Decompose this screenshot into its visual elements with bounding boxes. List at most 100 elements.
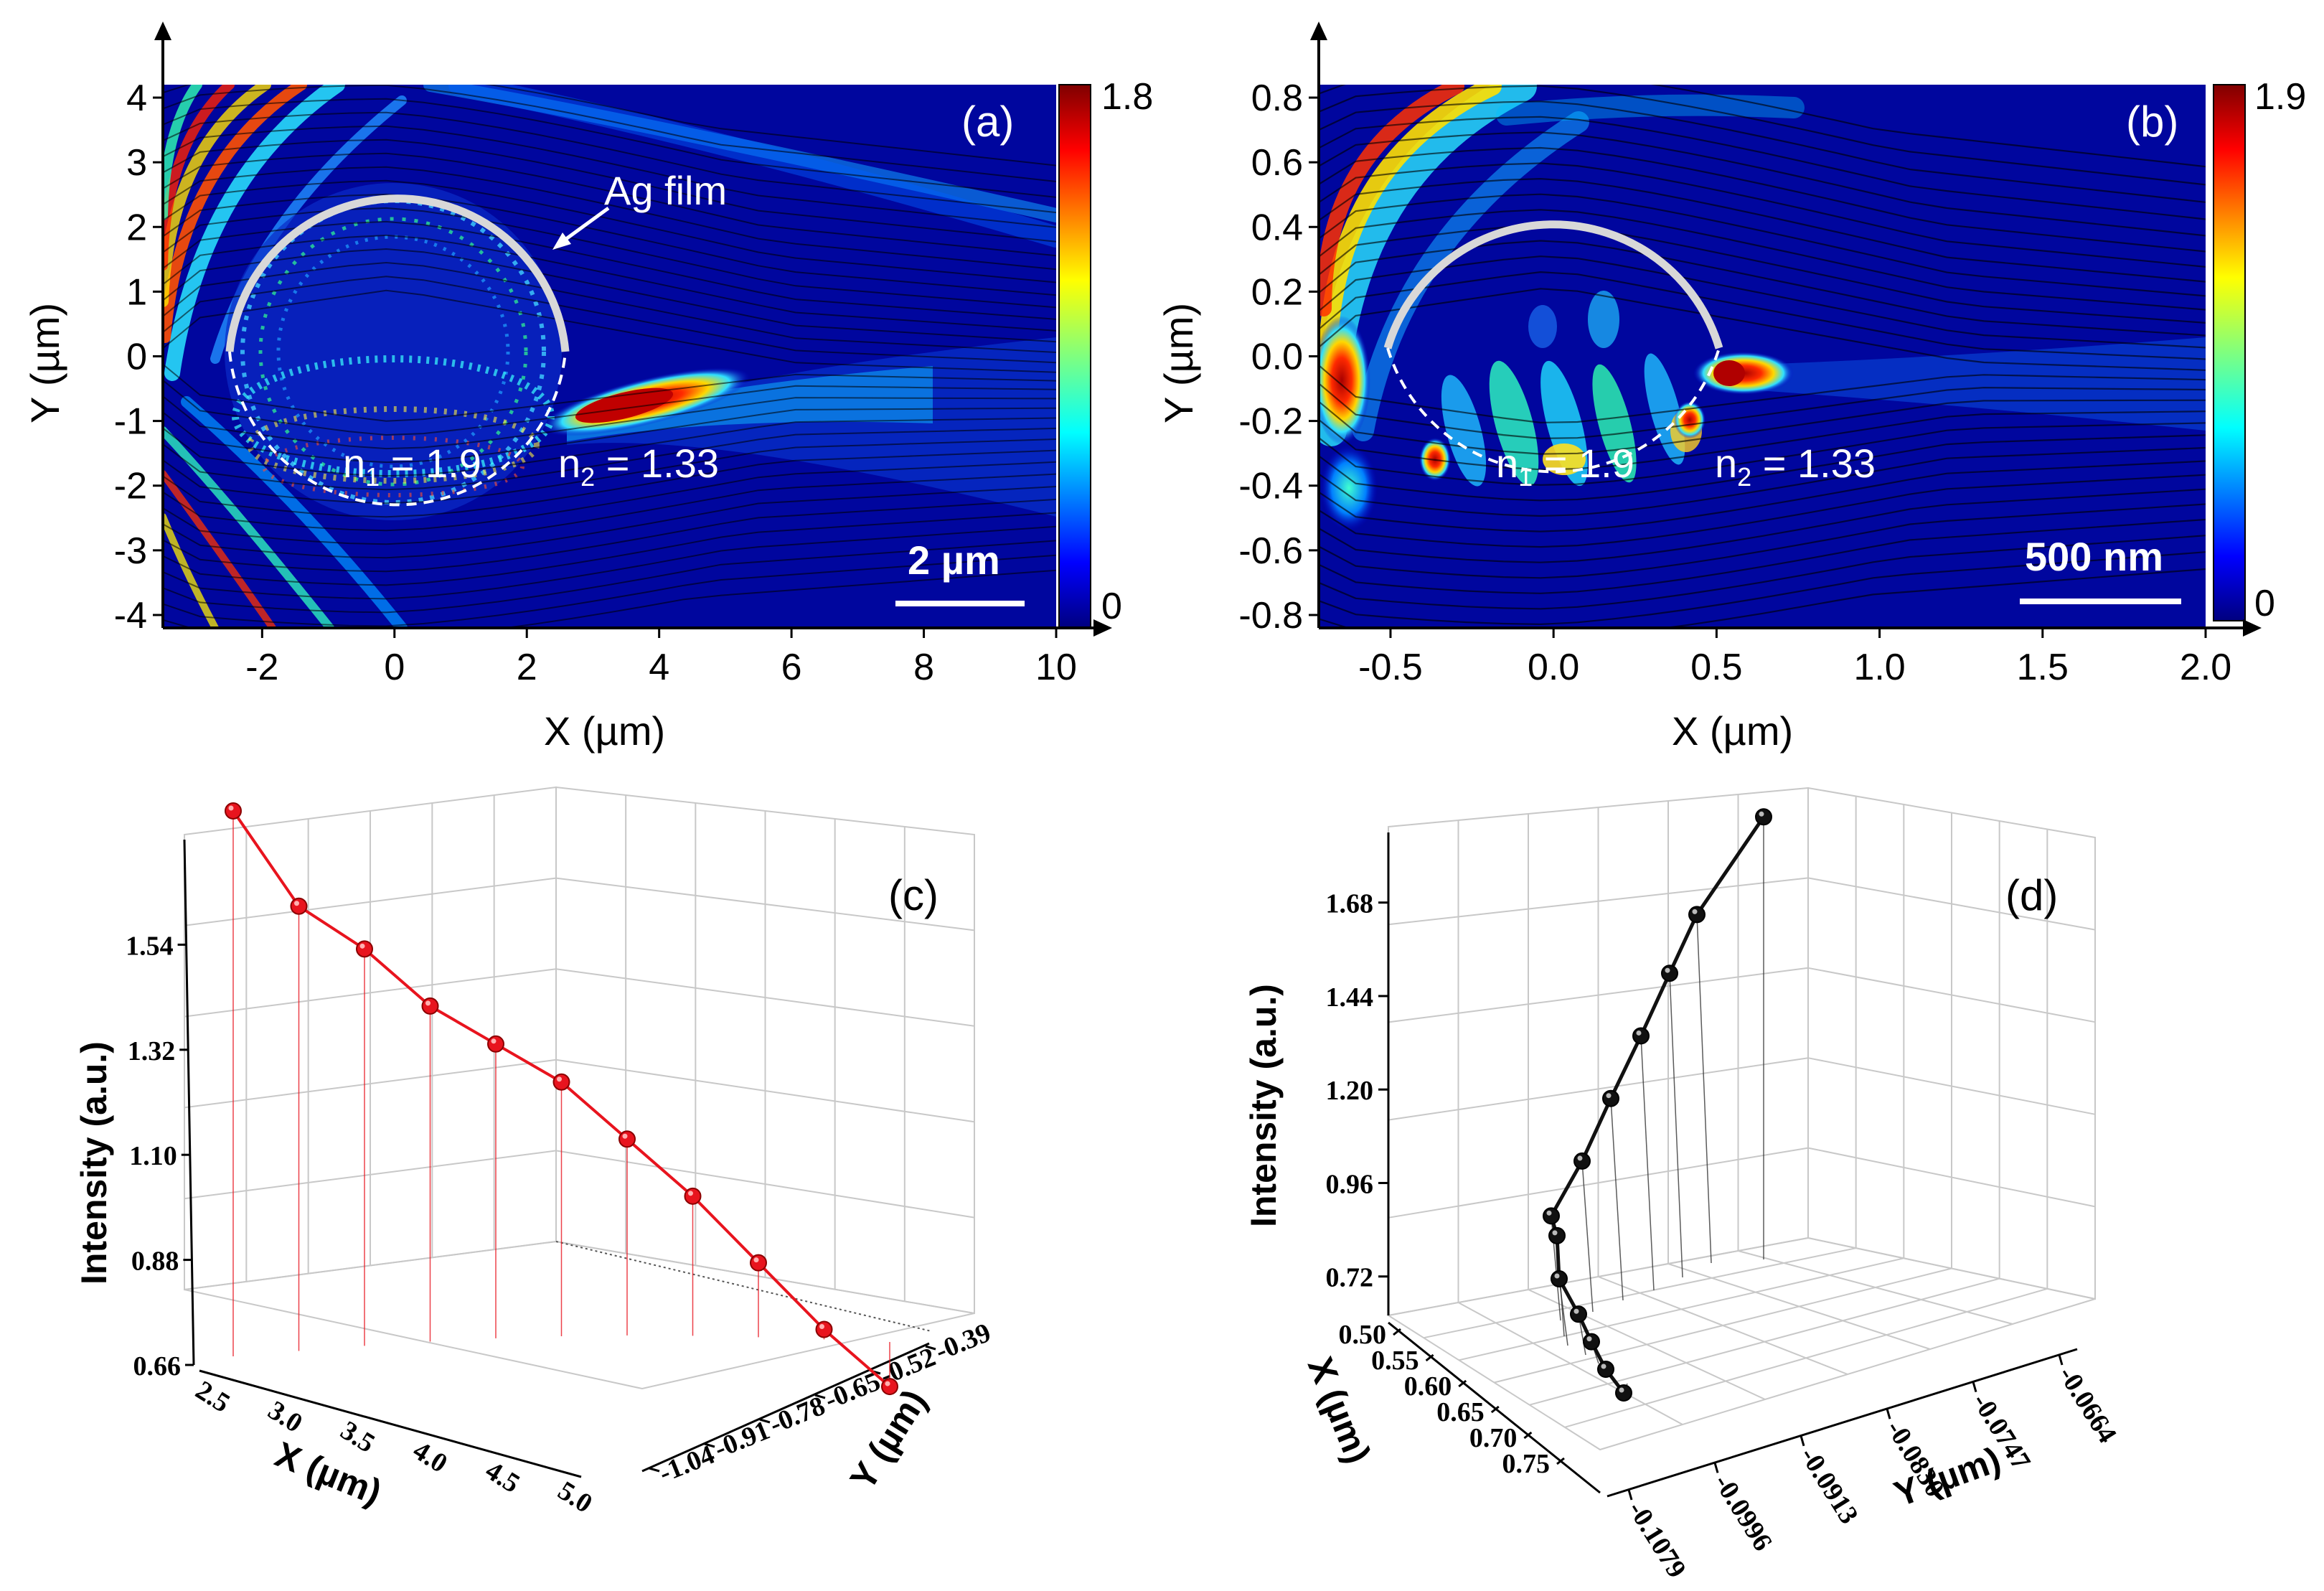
panel-c-x-tick-label: 2.5 [190, 1375, 235, 1419]
panel-d-z-tick-label: 1.68 [1326, 889, 1374, 919]
panel-d-xlabel: X (µm) [1300, 1351, 1379, 1469]
streamline [163, 85, 1056, 182]
panel-c-point-highlight [688, 1191, 693, 1196]
panel-d-x-tick-label: 0.70 [1469, 1423, 1518, 1453]
panel-b-y-tick-label: 0.4 [1251, 207, 1303, 248]
panel-c-y-tick [704, 1442, 715, 1448]
panel-d-x-tick [1556, 1457, 1565, 1465]
panel-c-point [290, 897, 308, 915]
panel-a-label: (a) [961, 98, 1014, 146]
streamline [163, 193, 1056, 296]
panel-c-y-tick-label: -1.04 [655, 1440, 719, 1489]
panel-a-y-tick-label: 3 [126, 142, 147, 184]
panel-d-point-highlight [1573, 1308, 1579, 1314]
panel-a-sphere-interior [225, 183, 562, 520]
panel-b-n1-label: n1 = 1.9 [1496, 441, 1634, 492]
panel-d-point [1583, 1333, 1600, 1351]
panel-d-x-tick-label: 0.75 [1502, 1449, 1551, 1479]
panel-c-y-tick [925, 1345, 936, 1351]
panel-b-n2-label: n2 = 1.33 [1715, 441, 1876, 492]
panel-a-xlabel: X (µm) [544, 708, 665, 754]
panel-c-z-tick-label: 1.10 [129, 1141, 177, 1171]
streamline [1319, 503, 2206, 579]
panel-d-label: (d) [2005, 871, 2058, 919]
panel-b-x-tick-label: 1.0 [1853, 647, 1905, 688]
panel-c-x-tick-label: 3.0 [263, 1395, 308, 1439]
panel-d: 1.68 1.44 1.20 0.96 0.72 0.500.550.600.650.70… [1243, 787, 2122, 1584]
panel-b-scale-label: 500 nm [2025, 534, 2163, 579]
panel-d-x-tick-label: 0.60 [1404, 1371, 1452, 1402]
streamline [163, 111, 1056, 214]
panel-d-z-tick-label: 1.44 [1326, 982, 1374, 1013]
streamline [1319, 434, 2206, 502]
panel-d-x-tick-label: 0.50 [1339, 1320, 1387, 1350]
panel-c-point [684, 1187, 702, 1205]
panel-b-x-tick-label: 0.5 [1690, 647, 1742, 688]
panel-d-point-highlight [1665, 967, 1670, 973]
panel-a-y-tick-label: -2 [114, 466, 147, 507]
panel-d-x-tick [1490, 1405, 1500, 1414]
panel-d-grid-box [1386, 787, 2096, 1451]
panel-a-n1-label: n1 = 1.9 [343, 441, 481, 492]
panel-a-x-tick-label: 8 [913, 647, 934, 688]
streamline [163, 427, 1056, 491]
streamline [163, 289, 1056, 373]
panel-b-x-tick-label: 1.5 [2017, 647, 2069, 688]
panel-a-colorbar-max: 1.8 [1101, 76, 1153, 118]
streamline [1319, 177, 2206, 283]
panel-a-y-arrowhead [154, 22, 171, 40]
panel-b-x-tick-label: 2.0 [2180, 647, 2231, 688]
streamline [1319, 488, 2206, 563]
panel-b-y-tick-label: -0.8 [1238, 595, 1303, 637]
streamline [1319, 255, 2206, 349]
panel-a-y-tick-label: -3 [114, 530, 147, 572]
panel-a-x-tick-label: 2 [517, 647, 537, 688]
streamline [163, 473, 1056, 545]
streamline [1319, 474, 2206, 548]
panel-a-streamlines [163, 85, 1056, 628]
panel-c-x-tick-label: 5.0 [552, 1475, 598, 1519]
streamline [1319, 116, 2206, 220]
panel-d-x-tick [1458, 1379, 1467, 1388]
panel-d-point-highlight [1601, 1364, 1606, 1369]
panel-a-y-tick-label: 1 [126, 271, 147, 313]
panel-b-y-tick-label: -0.6 [1238, 530, 1303, 572]
streamline [163, 486, 1056, 559]
panel-c-point-highlight [753, 1257, 759, 1263]
streamline [1319, 209, 2206, 311]
panel-c-y-tick-label: -0.78 [766, 1391, 829, 1440]
panel-d-y-tick-label: -0.1079 [1622, 1496, 1692, 1584]
panel-d-point [1548, 1226, 1566, 1244]
panel-d-point [1615, 1384, 1632, 1402]
panel-d-point [1632, 1027, 1650, 1045]
streamline [163, 395, 1056, 450]
panel-c-y-tick-label: -0.91 [710, 1415, 774, 1465]
panel-c-z-tick-label: 0.66 [133, 1351, 182, 1381]
streamline [163, 407, 1056, 464]
streamline [163, 417, 1056, 477]
panel-a-x-tick-label: 4 [649, 647, 669, 688]
panel-c-point [750, 1254, 767, 1272]
panel-c-point [225, 802, 242, 820]
panel-d-z-tick-label: 0.72 [1326, 1263, 1374, 1293]
streamline [163, 461, 1056, 532]
panel-d-point-highlight [1636, 1030, 1642, 1036]
streamline [163, 540, 1056, 614]
streamline [163, 234, 1056, 332]
panel-d-axis-y [1606, 1348, 2078, 1498]
panel-d-point-highlight [1586, 1336, 1592, 1342]
panel-b-y-tick-label: -0.4 [1238, 466, 1303, 507]
panel-b-y-tick-label: 0.8 [1251, 78, 1303, 119]
panel-d-y-tick [1627, 1489, 1633, 1501]
panel-a-film-arrowhead [552, 233, 571, 250]
streamline [1319, 131, 2206, 237]
streamline [163, 363, 1056, 422]
panel-d-y-tick [1713, 1462, 1719, 1473]
panel-b-y-arrowhead [1310, 22, 1327, 40]
streamline [163, 380, 1056, 436]
panel-d-axis-x [1388, 1321, 1601, 1494]
panel-d-point-highlight [1577, 1155, 1583, 1161]
panel-a-colorbar [1058, 84, 1091, 629]
panel-d-drop-line [1581, 1160, 1594, 1313]
